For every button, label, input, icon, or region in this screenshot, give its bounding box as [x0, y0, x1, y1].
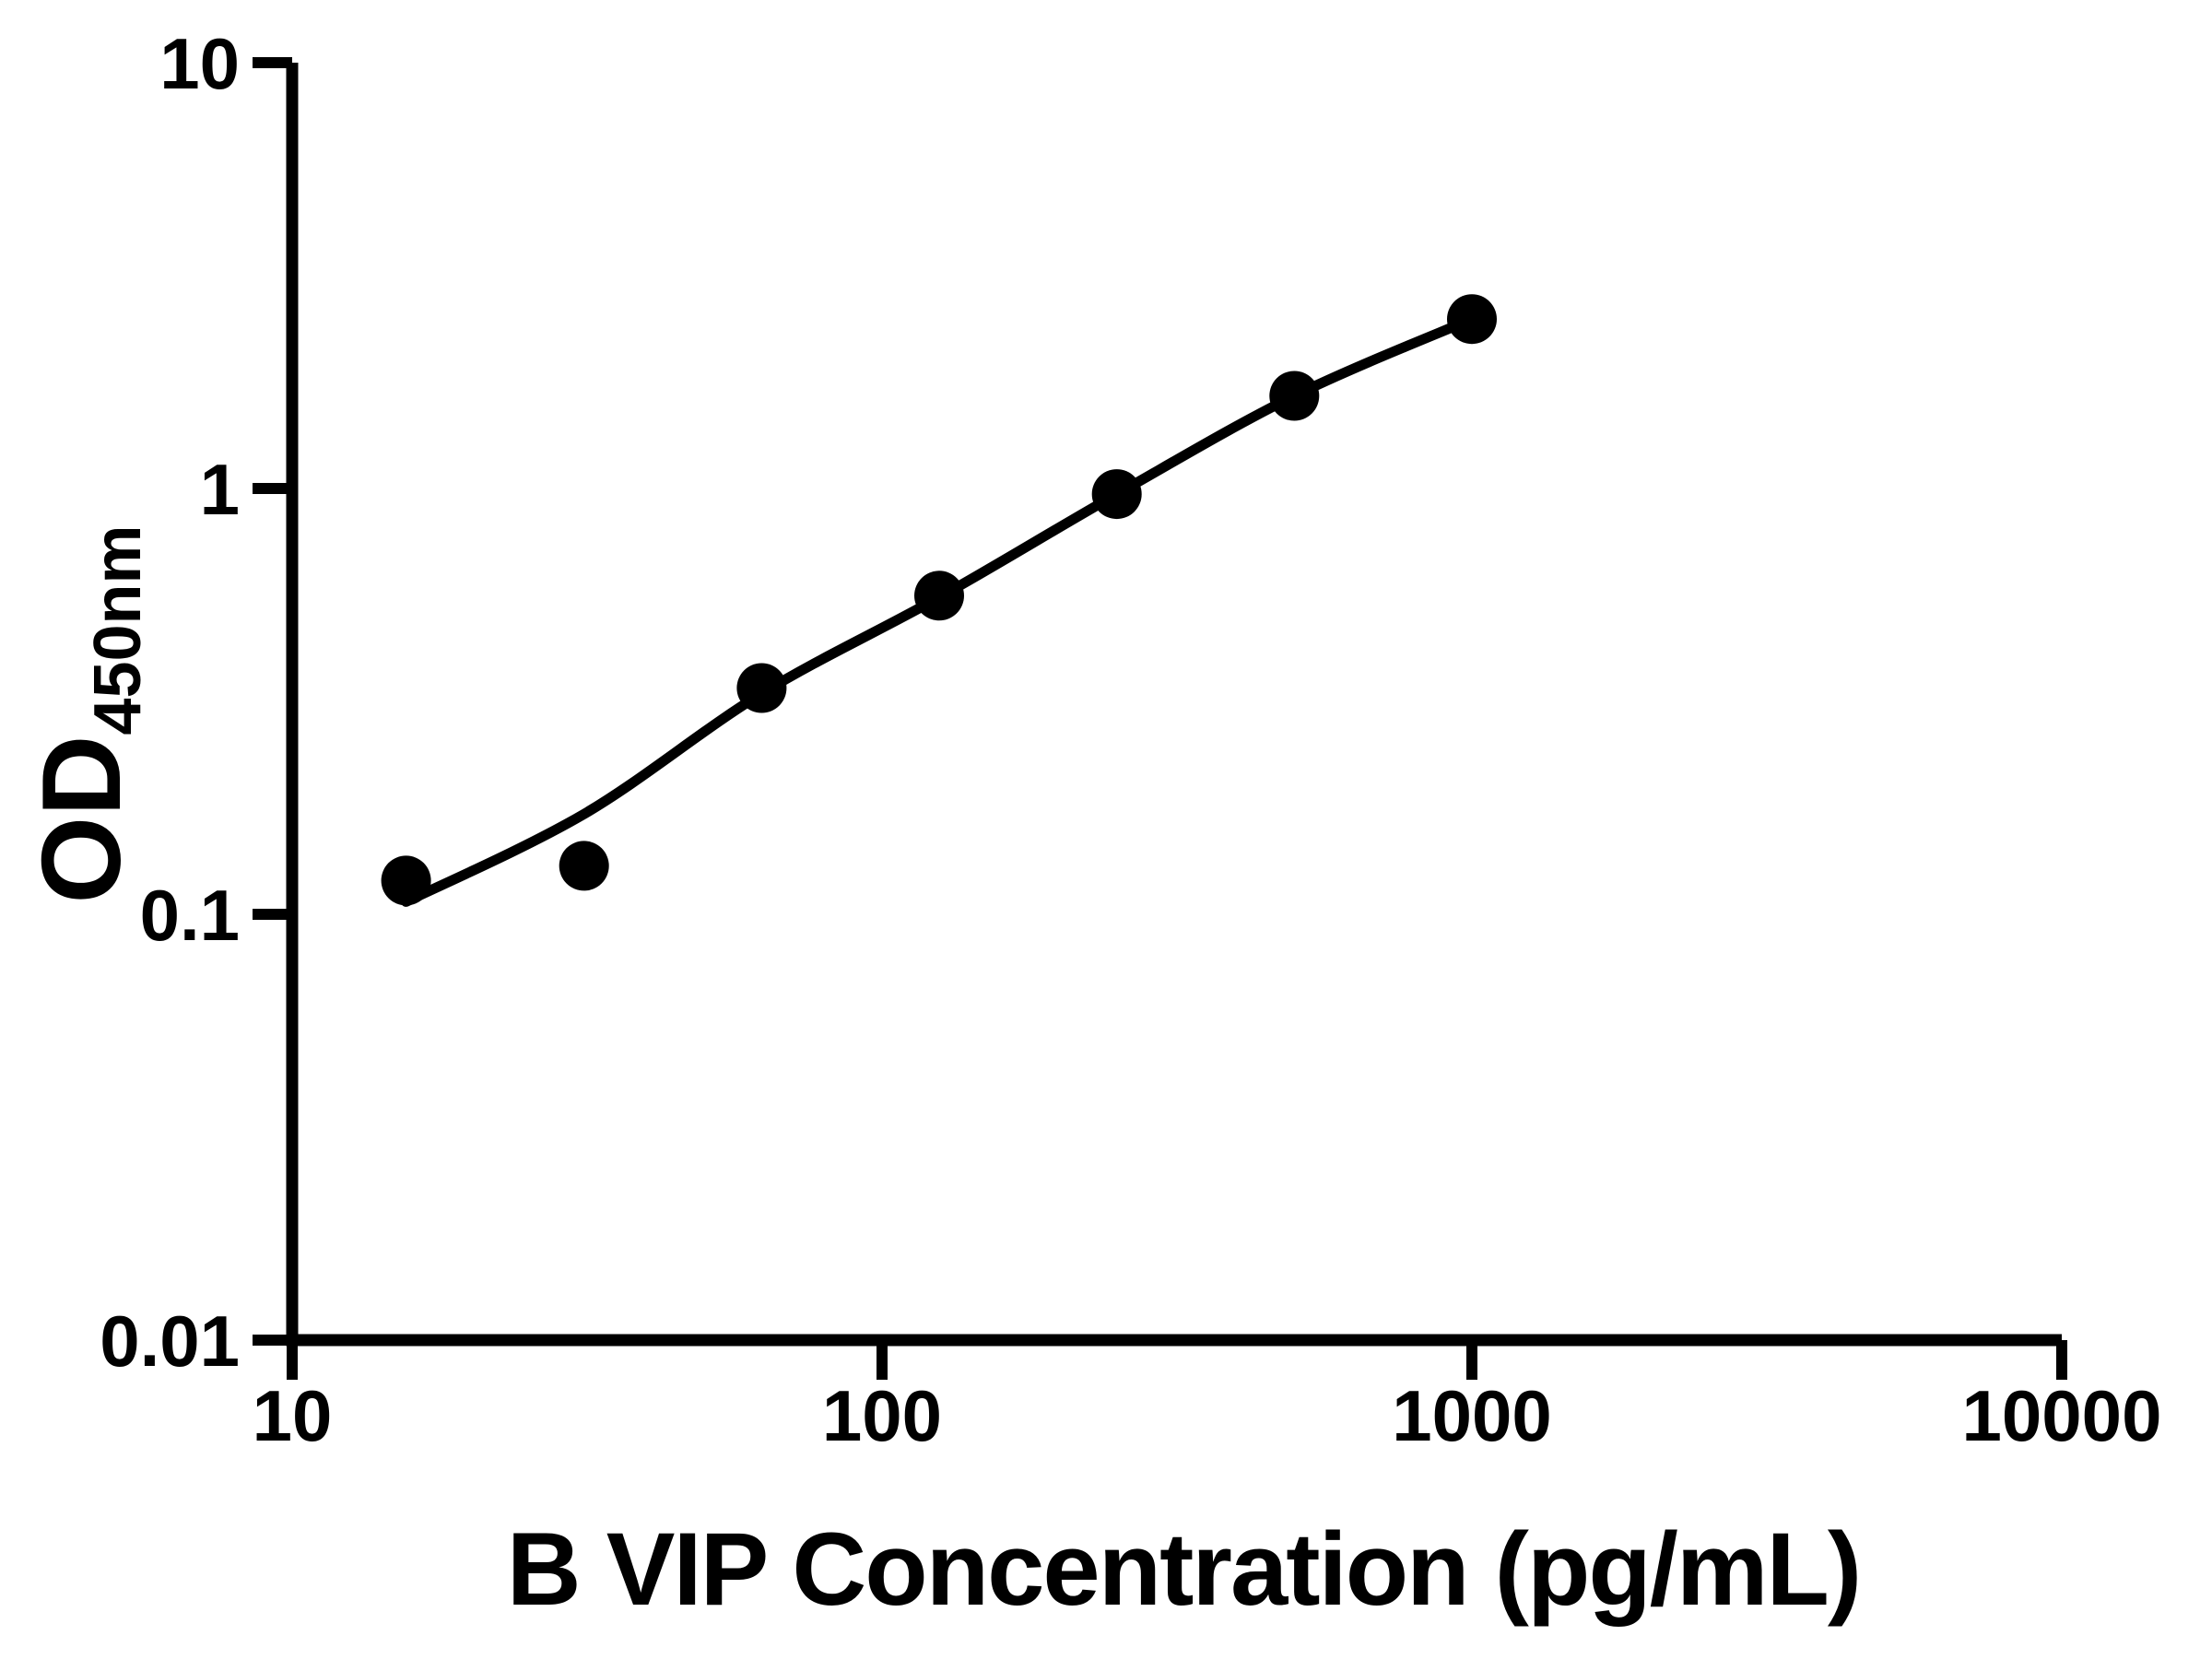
y-axis-title-subscript: 450nm [80, 524, 155, 735]
y-axis-title-main: OD [18, 735, 144, 904]
x-axis-title: B VIP Concentration (pg/mL) [506, 1512, 1862, 1627]
axis-lines [286, 63, 2062, 1347]
data-point [736, 663, 787, 713]
data-point [559, 841, 609, 891]
x-axis-ticks: 10 100 1000 10000 [253, 1340, 2162, 1456]
y-axis-ticks: 10 1 0.1 0.01 [100, 23, 292, 1382]
data-point [914, 571, 964, 621]
y-tick-label: 0.01 [100, 1300, 240, 1382]
data-point [1091, 469, 1142, 520]
x-tick-label: 1000 [1392, 1375, 1552, 1456]
data-point [1447, 294, 1497, 345]
data-points [381, 294, 1497, 906]
data-point [1269, 371, 1320, 421]
x-tick-label: 100 [822, 1375, 942, 1456]
x-tick-label: 10000 [1962, 1375, 2162, 1456]
y-tick-label: 10 [159, 23, 240, 104]
y-tick-label: 0.1 [140, 875, 240, 956]
y-tick-label: 1 [200, 449, 240, 530]
axes [286, 63, 2062, 1347]
y-axis-title: OD450nm [18, 524, 155, 903]
data-point [381, 855, 431, 906]
x-tick-label: 10 [253, 1375, 333, 1456]
